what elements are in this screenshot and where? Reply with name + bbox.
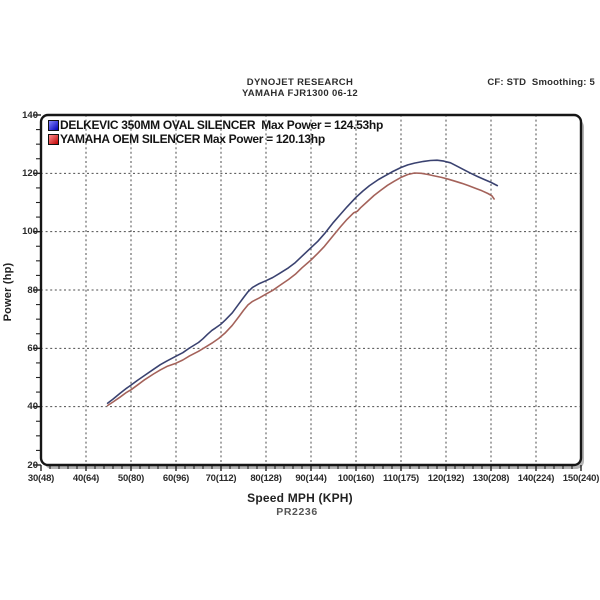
y-tick-label: 20 [27,459,38,471]
x-tick-label: 40(64) [72,473,100,484]
chart-title: DYNOJET RESEARCH [246,77,354,88]
legend-item-yamaha-oem: YAMAHA OEM SILENCER Max Power = 120.13hp [48,131,383,147]
legend-label-yamaha-oem: YAMAHA OEM SILENCER Max Power = 120.13hp [60,131,325,146]
chart-subtitle: YAMAHA FJR1300 06-12 [241,88,359,99]
legend-swatch-red-icon [48,133,59,145]
legend-swatch-blue-icon [48,120,59,132]
y-tick-label: 80 [27,284,38,296]
x-tick-label: 130(208) [472,473,510,484]
legend-item-delkevic: DELKEVIC 350MM OVAL SILENCER Max Power =… [48,119,383,133]
x-tick-label: 150(240) [562,473,600,484]
x-tick-label: 90(144) [295,473,327,484]
y-tick-label: 40 [27,401,38,413]
run-code-label: PR2236 [276,506,318,518]
x-tick-label: 80(128) [250,473,282,484]
y-tick-label: 60 [27,342,38,354]
x-tick-label: 120(192) [427,473,465,484]
x-tick-label: 100(160) [337,473,375,484]
legend: DELKEVIC 350MM OVAL SILENCER Max Power =… [48,119,383,146]
cf-smoothing-label: CF: STD Smoothing: 5 [487,77,595,88]
x-axis-title: Speed MPH (KPH) [247,491,353,505]
y-tick-label: 100 [22,226,38,238]
y-axis-title: Power (hp) [2,262,14,322]
x-tick-label: 140(224) [517,473,555,484]
y-tick-label: 120 [22,167,38,179]
legend-label-delkevic: DELKEVIC 350MM OVAL SILENCER Max Power =… [60,118,383,133]
x-tick-label: 60(96) [162,473,190,484]
x-tick-label: 50(80) [117,473,145,484]
x-tick-label: 70(112) [205,473,237,484]
x-tick-label: 30(48) [27,473,55,484]
y-tick-label: 140 [22,109,38,121]
x-tick-label: 110(175) [383,473,419,484]
